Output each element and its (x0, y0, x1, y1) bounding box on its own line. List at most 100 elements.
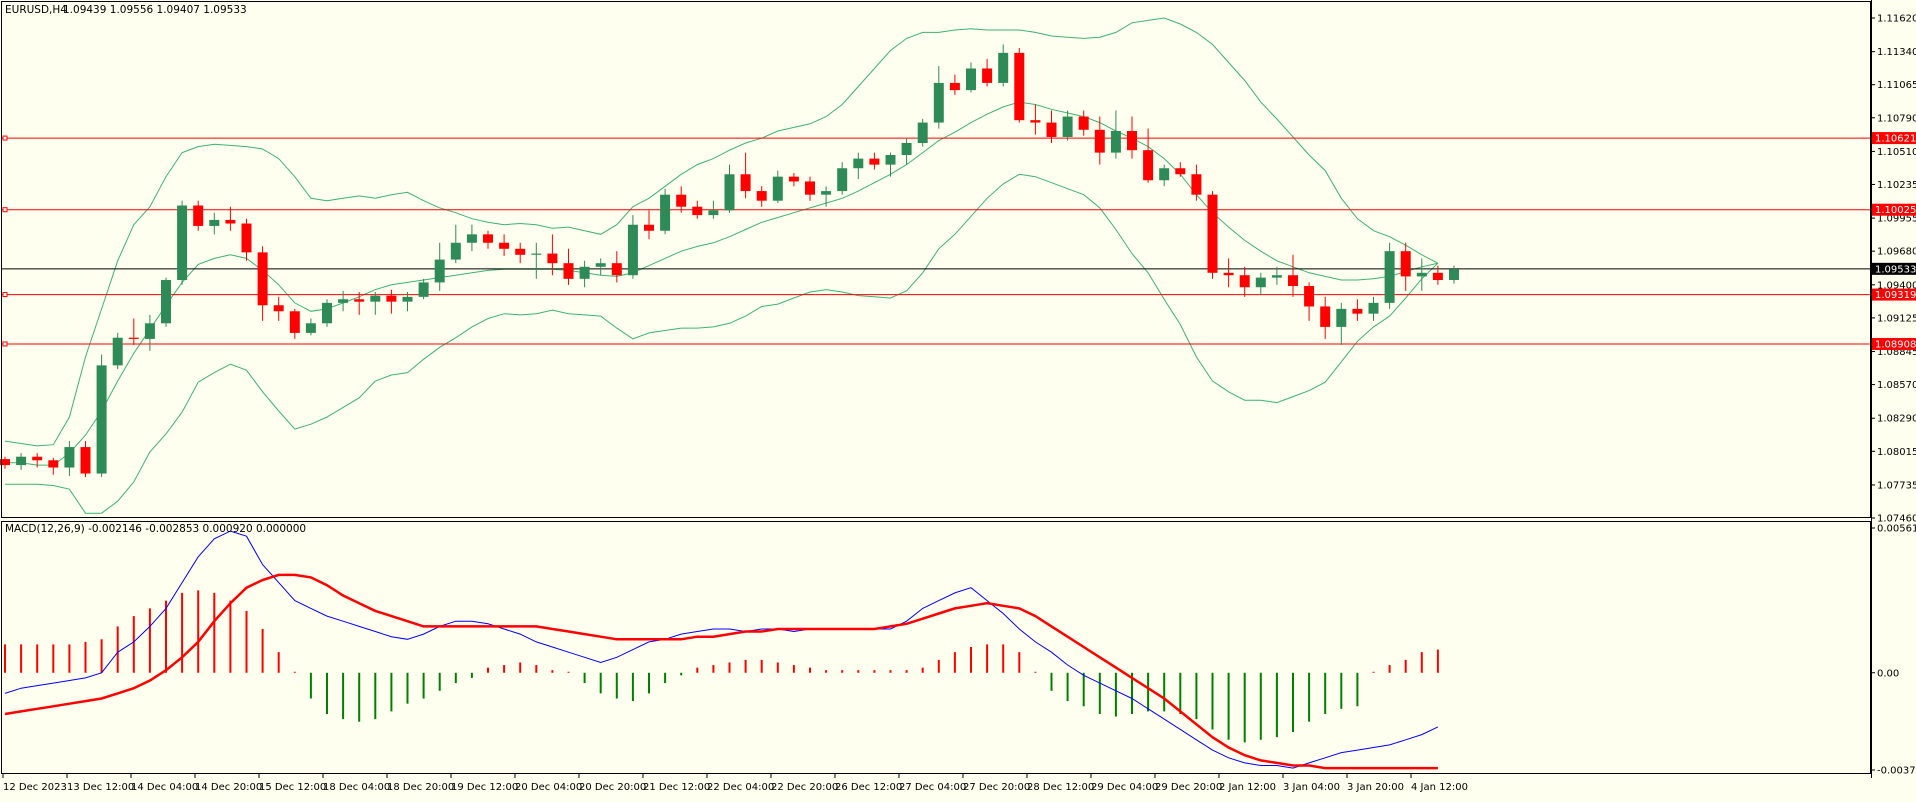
time-tick-label: 13 Dec 12:00 (67, 782, 134, 793)
candle-bull[interactable] (403, 297, 413, 302)
candle-bear[interactable] (193, 206, 203, 226)
candle-bear[interactable] (789, 177, 799, 182)
candle-bull[interactable] (837, 168, 847, 191)
candle-bear[interactable] (1224, 273, 1234, 275)
candle-bear[interactable] (982, 68, 992, 82)
candle-bull[interactable] (1111, 131, 1121, 153)
candle-bear[interactable] (741, 174, 751, 191)
candle-bull[interactable] (773, 177, 783, 201)
candle-bear[interactable] (805, 181, 815, 194)
level-anchor-handle[interactable] (3, 342, 7, 346)
candle-bear[interactable] (499, 243, 509, 249)
candle-bull[interactable] (708, 210, 718, 215)
candle-bear[interactable] (1352, 309, 1362, 314)
candle-bull[interactable] (918, 123, 928, 143)
candle-bull[interactable] (821, 191, 831, 195)
candle-bear[interactable] (129, 338, 139, 339)
macd-tick-label: 0.00 (1877, 668, 1899, 679)
candle-bull[interactable] (419, 282, 429, 296)
candle-bear[interactable] (32, 457, 42, 461)
level-anchor-handle[interactable] (3, 136, 7, 140)
candle-bear[interactable] (1047, 123, 1057, 137)
candle-bull[interactable] (161, 280, 171, 323)
candle-bull[interactable] (451, 243, 461, 260)
price-tick-label: 1.10510 (1877, 147, 1916, 158)
candle-bear[interactable] (1175, 168, 1185, 174)
candle-bear[interactable] (242, 224, 252, 253)
candle-bear[interactable] (81, 447, 91, 473)
candle-bull[interactable] (177, 206, 187, 281)
candle-bull[interactable] (886, 155, 896, 165)
candle-bear[interactable] (354, 299, 364, 301)
candle-bull[interactable] (531, 254, 541, 255)
candle-bull[interactable] (1385, 251, 1395, 303)
candle-bull[interactable] (998, 53, 1008, 83)
time-tick-label: 14 Dec 20:00 (195, 782, 262, 793)
candle-bull[interactable] (1449, 269, 1459, 280)
candle-bull[interactable] (64, 447, 74, 467)
candle-bear[interactable] (515, 249, 525, 255)
candle-bear[interactable] (1304, 286, 1314, 306)
candle-bull[interactable] (97, 365, 107, 473)
candle-bull[interactable] (370, 296, 380, 302)
candle-bear[interactable] (676, 195, 686, 207)
candle-bear[interactable] (1191, 174, 1201, 194)
candle-bear[interactable] (1127, 131, 1137, 150)
candle-bull[interactable] (1272, 275, 1282, 277)
candle-bear[interactable] (290, 311, 300, 333)
candle-bear[interactable] (48, 460, 58, 467)
candle-bull[interactable] (1369, 303, 1379, 314)
candle-bear[interactable] (1433, 273, 1443, 280)
candle-bull[interactable] (435, 260, 445, 283)
candle-bull[interactable] (660, 195, 670, 231)
candle-bull[interactable] (596, 263, 606, 267)
candle-bear[interactable] (1079, 117, 1089, 130)
candle-bear[interactable] (1320, 306, 1330, 326)
candle-bull[interactable] (1256, 278, 1266, 288)
candle-bull[interactable] (1063, 117, 1073, 137)
candle-bear[interactable] (1240, 275, 1250, 287)
candle-bull[interactable] (934, 83, 944, 123)
candle-bull[interactable] (1417, 273, 1427, 277)
candle-bull[interactable] (467, 234, 477, 242)
candle-bear[interactable] (612, 263, 622, 275)
candle-bull[interactable] (145, 323, 155, 339)
candle-bear[interactable] (1143, 150, 1153, 180)
candle-bear[interactable] (1095, 130, 1105, 153)
candle-bull[interactable] (966, 68, 976, 90)
candle-bull[interactable] (16, 457, 26, 465)
candle-bear[interactable] (644, 225, 654, 231)
candle-bear[interactable] (1014, 53, 1024, 120)
candle-bull[interactable] (1159, 168, 1169, 180)
candle-bear[interactable] (225, 220, 235, 224)
candle-bull[interactable] (338, 299, 348, 303)
candle-bear[interactable] (1030, 120, 1040, 122)
candle-bear[interactable] (692, 207, 702, 215)
candle-bear[interactable] (274, 305, 284, 311)
candle-bear[interactable] (1208, 195, 1218, 273)
candle-bull[interactable] (306, 323, 316, 333)
candle-bull[interactable] (1336, 309, 1346, 327)
candle-bear[interactable] (547, 254, 557, 264)
candle-bull[interactable] (725, 174, 735, 210)
candle-bull[interactable] (902, 143, 912, 155)
candle-bear[interactable] (258, 252, 268, 305)
candle-bear[interactable] (1401, 251, 1411, 276)
candle-bear[interactable] (950, 83, 960, 90)
level-anchor-handle[interactable] (3, 293, 7, 297)
level-anchor-handle[interactable] (3, 208, 7, 212)
candle-bear[interactable] (483, 234, 493, 242)
candle-bear[interactable] (386, 296, 396, 302)
candle-bear[interactable] (757, 191, 767, 201)
candle-bull[interactable] (853, 159, 863, 169)
candle-bull[interactable] (628, 225, 638, 275)
candle-bear[interactable] (869, 159, 879, 165)
candle-bull[interactable] (580, 267, 590, 279)
candle-bear[interactable] (1288, 275, 1298, 286)
candle-bull[interactable] (113, 338, 123, 366)
candle-bull[interactable] (209, 220, 219, 226)
candle-bull[interactable] (322, 303, 332, 323)
candle-bear[interactable] (564, 263, 574, 279)
